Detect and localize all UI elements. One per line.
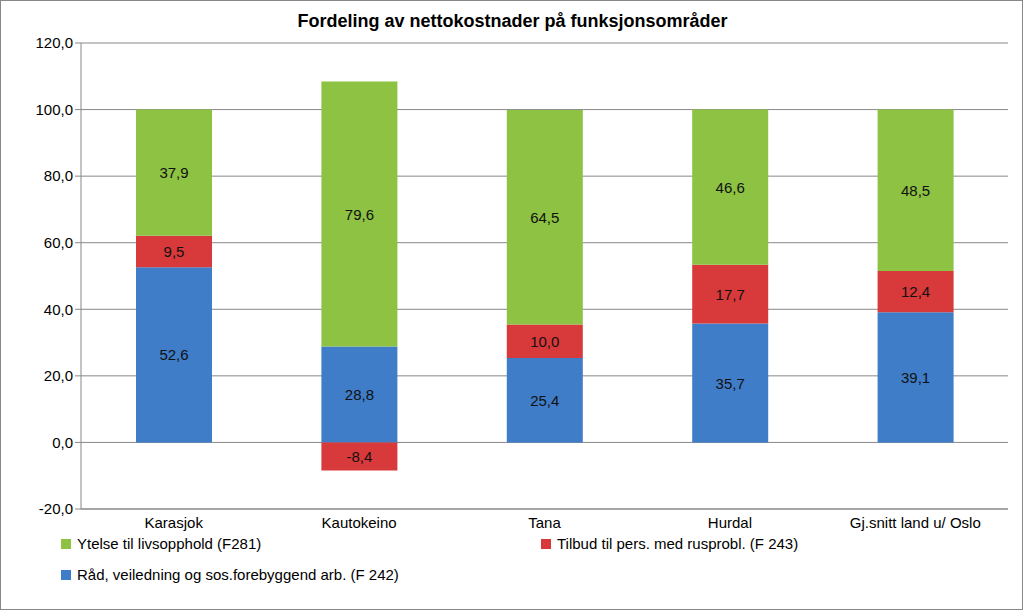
svg-text:17,7: 17,7 <box>716 286 745 303</box>
svg-text:Gj.snitt land u/ Oslo: Gj.snitt land u/ Oslo <box>850 514 981 531</box>
html-text:Råd, veiledning og sos.forebyg: Råd, veiledning og sos.forebyggend arb. … <box>77 566 399 583</box>
svg-text:-8,4: -8,4 <box>346 448 372 465</box>
svg-text:Tana: Tana <box>528 514 561 531</box>
svg-text:64,5: 64,5 <box>530 209 559 226</box>
svg-text:20,0: 20,0 <box>44 367 73 384</box>
html-text:Ytelse til livsopphold (F281): Ytelse til livsopphold (F281) <box>77 535 262 552</box>
svg-text:25,4: 25,4 <box>530 392 559 409</box>
svg-text:0,0: 0,0 <box>52 434 73 451</box>
svg-text:37,9: 37,9 <box>159 164 188 181</box>
html-text:Tilbud til pers. med rusprobl.: Tilbud til pers. med rusprobl. (F 243) <box>557 535 799 552</box>
svg-text:60,0: 60,0 <box>44 234 73 251</box>
svg-text:48,5: 48,5 <box>901 182 930 199</box>
svg-text:120,0: 120,0 <box>35 34 73 51</box>
svg-text:39,1: 39,1 <box>901 369 930 386</box>
svg-text:Kautokeino: Kautokeino <box>322 514 397 531</box>
svg-text:12,4: 12,4 <box>901 283 930 300</box>
svg-text:46,6: 46,6 <box>716 179 745 196</box>
svg-text:9,5: 9,5 <box>164 243 185 260</box>
svg-text:40,0: 40,0 <box>44 301 73 318</box>
svg-text:-20,0: -20,0 <box>39 500 73 517</box>
svg-text:10,0: 10,0 <box>530 333 559 350</box>
svg-text:Karasjok: Karasjok <box>145 514 204 531</box>
svg-text:100,0: 100,0 <box>35 101 73 118</box>
svg-text:35,7: 35,7 <box>716 375 745 392</box>
svg-text:79,6: 79,6 <box>345 206 374 223</box>
svg-text:Hurdal: Hurdal <box>708 514 752 531</box>
svg-text:80,0: 80,0 <box>44 167 73 184</box>
svg-text:52,6: 52,6 <box>159 346 188 363</box>
html-text:Fordeling av nettokostnader på: Fordeling av nettokostnader på funksjons… <box>297 11 728 31</box>
svg-text:28,8: 28,8 <box>345 386 374 403</box>
